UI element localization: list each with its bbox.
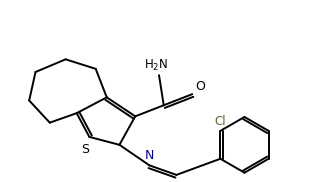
Text: N: N bbox=[145, 149, 154, 162]
Text: O: O bbox=[195, 80, 205, 93]
Text: H$_2$N: H$_2$N bbox=[144, 58, 169, 73]
Text: Cl: Cl bbox=[215, 115, 226, 128]
Text: S: S bbox=[81, 143, 90, 156]
